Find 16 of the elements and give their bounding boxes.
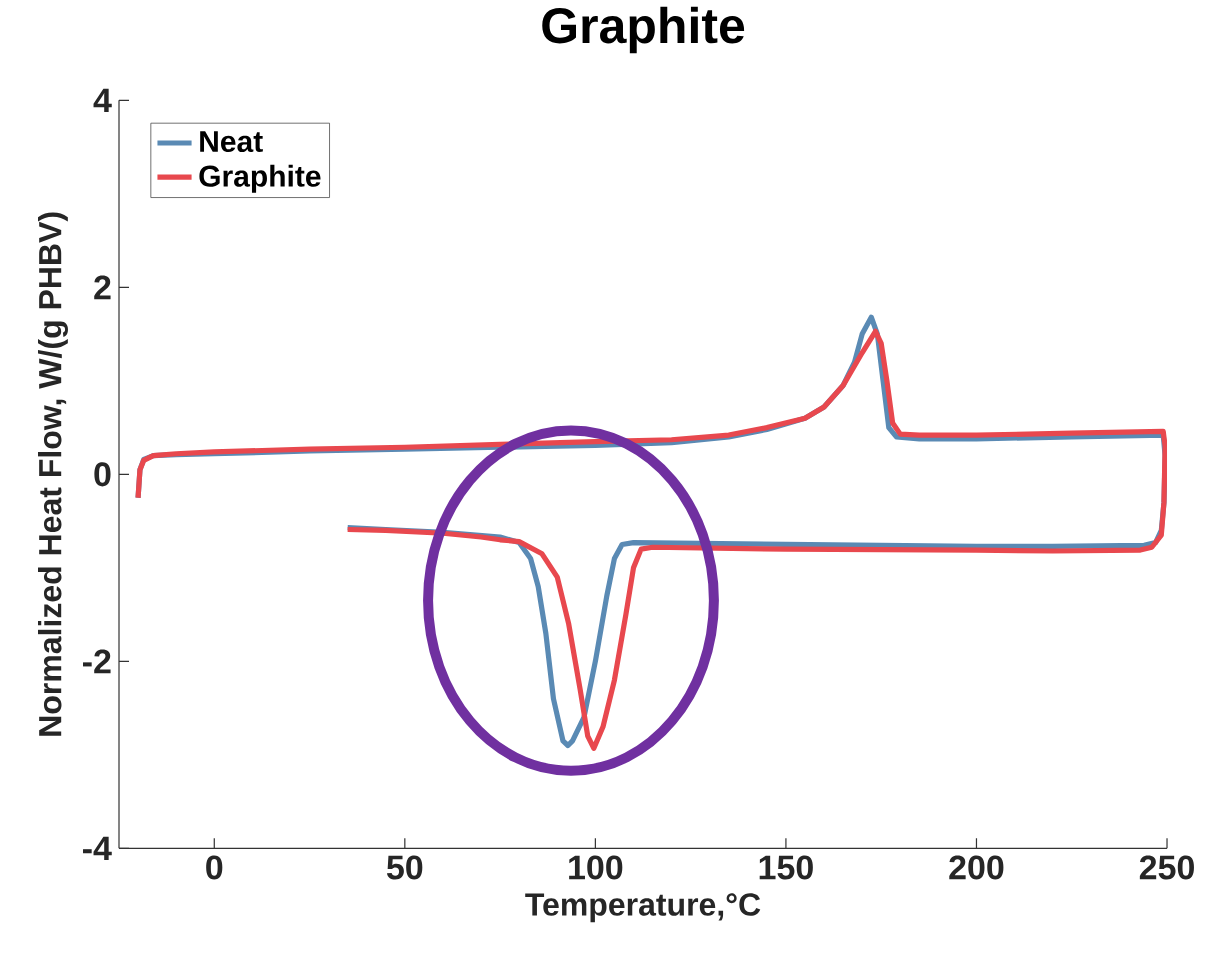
- x-tick-label: 50: [386, 855, 423, 880]
- y-tick-label: 2: [94, 275, 111, 300]
- y-tick-label: 4: [93, 88, 112, 112]
- y-tick-label: -4: [83, 836, 112, 860]
- x-axis-title: Temperature,°C: [525, 893, 761, 923]
- x-tick-label: 200: [949, 855, 1004, 880]
- x-tick-label: 150: [759, 855, 813, 880]
- chart-title: Graphite: [542, 6, 745, 54]
- legend-label: Graphite: [199, 164, 321, 193]
- y-tick-label: -2: [83, 649, 111, 674]
- x-tick-label: 250: [1139, 855, 1194, 880]
- y-tick-label: 0: [94, 462, 111, 487]
- y-axis-title: Normalized Heat Flow, W/(g PHBV): [38, 212, 68, 736]
- x-tick-label: 0: [206, 855, 223, 880]
- legend-label: Neat: [200, 131, 263, 152]
- x-tick-label: 100: [569, 855, 623, 880]
